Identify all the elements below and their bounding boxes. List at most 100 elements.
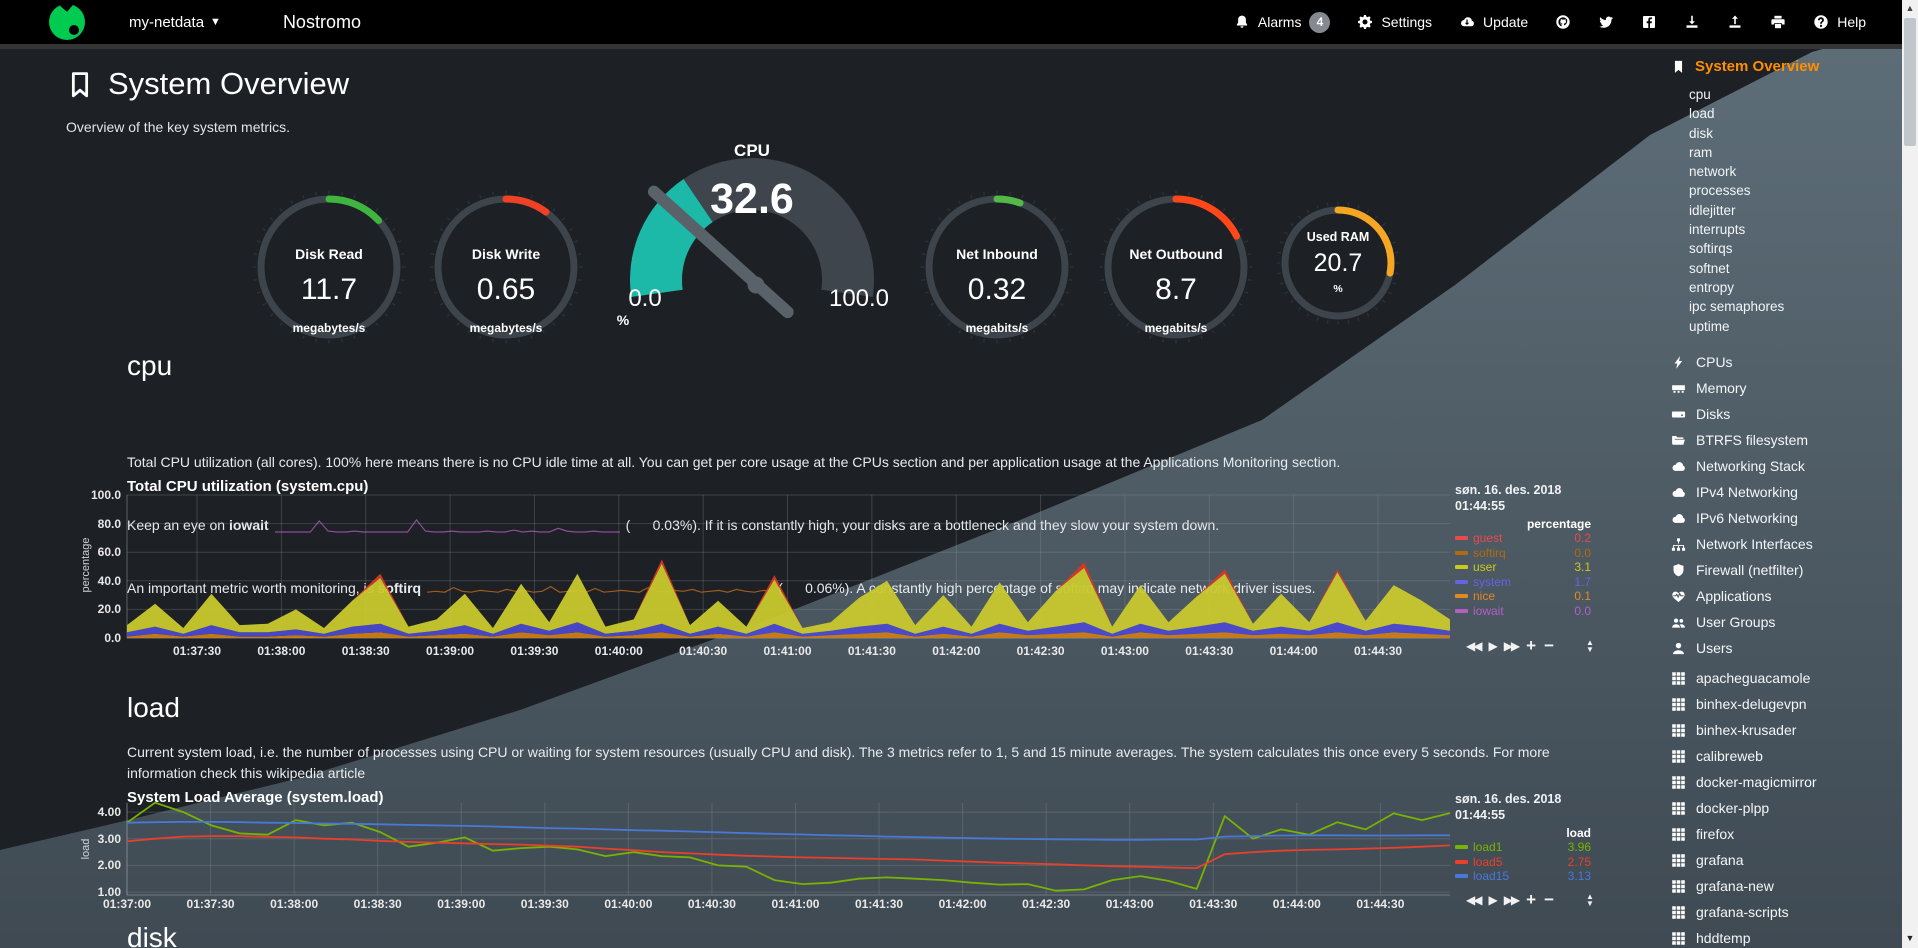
- legend-label: iowait: [1473, 603, 1504, 618]
- my-netdata-menu[interactable]: my-netdata ▼: [129, 14, 221, 31]
- x-axis-tick-label: 01:42:30: [1016, 644, 1065, 658]
- seek-backward-icon[interactable]: ◀◀: [1466, 893, 1483, 907]
- load-chart-legend: søn. 16. des. 2018 01:44:55 load load1 3…: [1455, 791, 1591, 884]
- sidebar-container-item[interactable]: docker-plpp: [1671, 795, 1899, 821]
- sidebar-section-item[interactable]: Network Interfaces: [1671, 531, 1899, 557]
- resize-handle-icon[interactable]: ▲ ▼: [1586, 892, 1594, 908]
- sidebar-container-item[interactable]: firefox: [1671, 821, 1899, 847]
- sidebar-container-item[interactable]: docker-magicmirror: [1671, 769, 1899, 795]
- gauge-cpu-title: CPU: [734, 141, 770, 160]
- zoom-in-icon[interactable]: +: [1526, 636, 1537, 655]
- scrollbar-thumb[interactable]: [1904, 18, 1916, 146]
- settings-button[interactable]: Settings: [1357, 14, 1432, 30]
- legend-label: guest: [1473, 531, 1503, 546]
- gauge-disk-write[interactable]: Disk Write 0.65 megabytes/s: [429, 190, 583, 344]
- twitter-button[interactable]: [1598, 14, 1614, 30]
- page-subtitle: Overview of the key system metrics.: [66, 119, 291, 135]
- sidebar-section-item[interactable]: Memory: [1671, 375, 1899, 401]
- scroll-down-icon[interactable]: ▼: [1905, 933, 1915, 943]
- github-button[interactable]: [1555, 14, 1571, 30]
- legend-label: user: [1473, 560, 1497, 575]
- sidebar-container-item[interactable]: hddtemp: [1671, 925, 1899, 948]
- seek-backward-icon[interactable]: ◀◀: [1466, 639, 1483, 653]
- sidebar-container-item[interactable]: apacheguacamole: [1671, 665, 1899, 691]
- zoom-out-icon[interactable]: −: [1544, 890, 1555, 909]
- sidebar-sub-item[interactable]: interrupts: [1689, 222, 1746, 238]
- zoom-out-icon[interactable]: −: [1544, 636, 1555, 655]
- resize-handle-icon[interactable]: ▲ ▼: [1586, 638, 1594, 654]
- seek-forward-icon[interactable]: ▶▶: [1503, 893, 1521, 907]
- print-button[interactable]: [1770, 14, 1786, 30]
- grid-icon: [1671, 801, 1686, 816]
- zoom-in-icon[interactable]: +: [1526, 890, 1537, 909]
- x-axis-tick-label: 01:41:30: [847, 644, 896, 658]
- sidebar-sub-item[interactable]: network: [1689, 164, 1737, 180]
- sidebar-sub-item[interactable]: disk: [1689, 125, 1714, 141]
- sidebar-section-item[interactable]: Users: [1671, 635, 1899, 661]
- sidebar-sub-item[interactable]: entropy: [1689, 279, 1735, 295]
- sidebar-sub-item[interactable]: ipc semaphores: [1689, 299, 1785, 315]
- sidebar-section-item[interactable]: CPUs: [1671, 349, 1899, 375]
- import-button[interactable]: [1684, 14, 1700, 30]
- sidebar-section-item[interactable]: Firewall (netfilter): [1671, 557, 1899, 583]
- sidebar-sub-item[interactable]: softnet: [1689, 260, 1730, 276]
- sidebar-section-item[interactable]: Networking Stack: [1671, 453, 1899, 479]
- facebook-button[interactable]: [1641, 14, 1657, 30]
- legend-entry[interactable]: guest 0.2: [1455, 531, 1591, 546]
- sidebar-container-item[interactable]: grafana-new: [1671, 873, 1899, 899]
- y-axis-tick-label: 1.00: [97, 885, 121, 900]
- sidebar-sub-item[interactable]: idlejitter: [1689, 202, 1736, 218]
- chart-system-load[interactable]: System Load Average (system.load) load s…: [0, 789, 1918, 924]
- sidebar-sub-item[interactable]: processes: [1689, 183, 1751, 199]
- help-button[interactable]: Help: [1813, 14, 1866, 30]
- seek-forward-icon[interactable]: ▶▶: [1503, 639, 1521, 653]
- y-axis-tick-label: 100.0: [90, 488, 121, 502]
- legend-entry[interactable]: load1 3.96: [1455, 840, 1591, 855]
- sidebar-sub-item[interactable]: ram: [1689, 144, 1713, 160]
- legend-entry[interactable]: load5 2.75: [1455, 855, 1591, 870]
- legend-entry[interactable]: user 3.1: [1455, 560, 1591, 575]
- legend-entry[interactable]: nice 0.1: [1455, 589, 1591, 604]
- section-icon: [1671, 537, 1686, 552]
- sidebar-section-item[interactable]: BTRFS filesystem: [1671, 427, 1899, 453]
- play-icon[interactable]: ▶: [1488, 639, 1497, 653]
- sidebar-section-item[interactable]: User Groups: [1671, 609, 1899, 635]
- export-button[interactable]: [1727, 14, 1743, 30]
- sidebar-container-item[interactable]: binhex-krusader: [1671, 717, 1899, 743]
- alarms-button[interactable]: Alarms 4: [1234, 11, 1331, 33]
- iowait-sparkline[interactable]: [274, 518, 620, 533]
- gauge-used-ram[interactable]: Used RAM 20.7%: [1276, 201, 1400, 325]
- sidebar-container-item[interactable]: calibreweb: [1671, 743, 1899, 769]
- sidebar-item-system-overview[interactable]: System Overview: [1671, 58, 1899, 75]
- sidebar-section-item[interactable]: IPv6 Networking: [1671, 505, 1899, 531]
- gauge-cpu[interactable]: CPU 32.6 0.0 100.0 %: [617, 135, 889, 345]
- legend-entry[interactable]: system 1.7: [1455, 575, 1591, 590]
- page-scrollbar[interactable]: ▲ ▼: [1902, 0, 1918, 948]
- play-icon[interactable]: ▶: [1488, 893, 1497, 907]
- sidebar-sub-item[interactable]: softirqs: [1689, 241, 1733, 257]
- sidebar-section-item[interactable]: IPv4 Networking: [1671, 479, 1899, 505]
- section-icon: [1671, 641, 1686, 656]
- sidebar-container-item[interactable]: grafana-scripts: [1671, 899, 1899, 925]
- scroll-up-icon[interactable]: ▲: [1905, 3, 1915, 13]
- sidebar-sub-item[interactable]: uptime: [1689, 318, 1730, 334]
- sidebar-section-item[interactable]: Disks: [1671, 401, 1899, 427]
- sidebar-sub-item[interactable]: cpu: [1689, 87, 1711, 102]
- legend-entry[interactable]: load15 3.13: [1455, 869, 1591, 884]
- section-heading-load: load: [127, 692, 180, 723]
- legend-entry[interactable]: iowait 0.0: [1455, 604, 1591, 619]
- sidebar-section-item[interactable]: Applications: [1671, 583, 1899, 609]
- sidebar-container-item[interactable]: grafana: [1671, 847, 1899, 873]
- sidebar-container-item[interactable]: binhex-delugevpn: [1671, 691, 1899, 717]
- c hart-system-cpu[interactable]: Total CPU utilization (system.cpu) perce…: [0, 478, 1918, 663]
- load-legend-date: søn. 16. des. 2018: [1455, 792, 1562, 806]
- gauge-disk-read[interactable]: Disk Read 11.7 megabytes/s: [252, 190, 406, 344]
- softirq-sparkline[interactable]: [427, 581, 773, 596]
- y-axis-tick-label: 4.00: [97, 805, 121, 820]
- gauge-net-inbound[interactable]: Net Inbound 0.32 megabits/s: [920, 190, 1074, 344]
- gauge-net-outbound[interactable]: Net Outbound 8.7 megabits/s: [1099, 190, 1253, 344]
- update-button[interactable]: Update: [1459, 14, 1528, 30]
- sidebar-sub-item[interactable]: load: [1689, 106, 1715, 122]
- netdata-logo[interactable]: [49, 4, 85, 40]
- legend-entry[interactable]: softirq 0.0: [1455, 546, 1591, 561]
